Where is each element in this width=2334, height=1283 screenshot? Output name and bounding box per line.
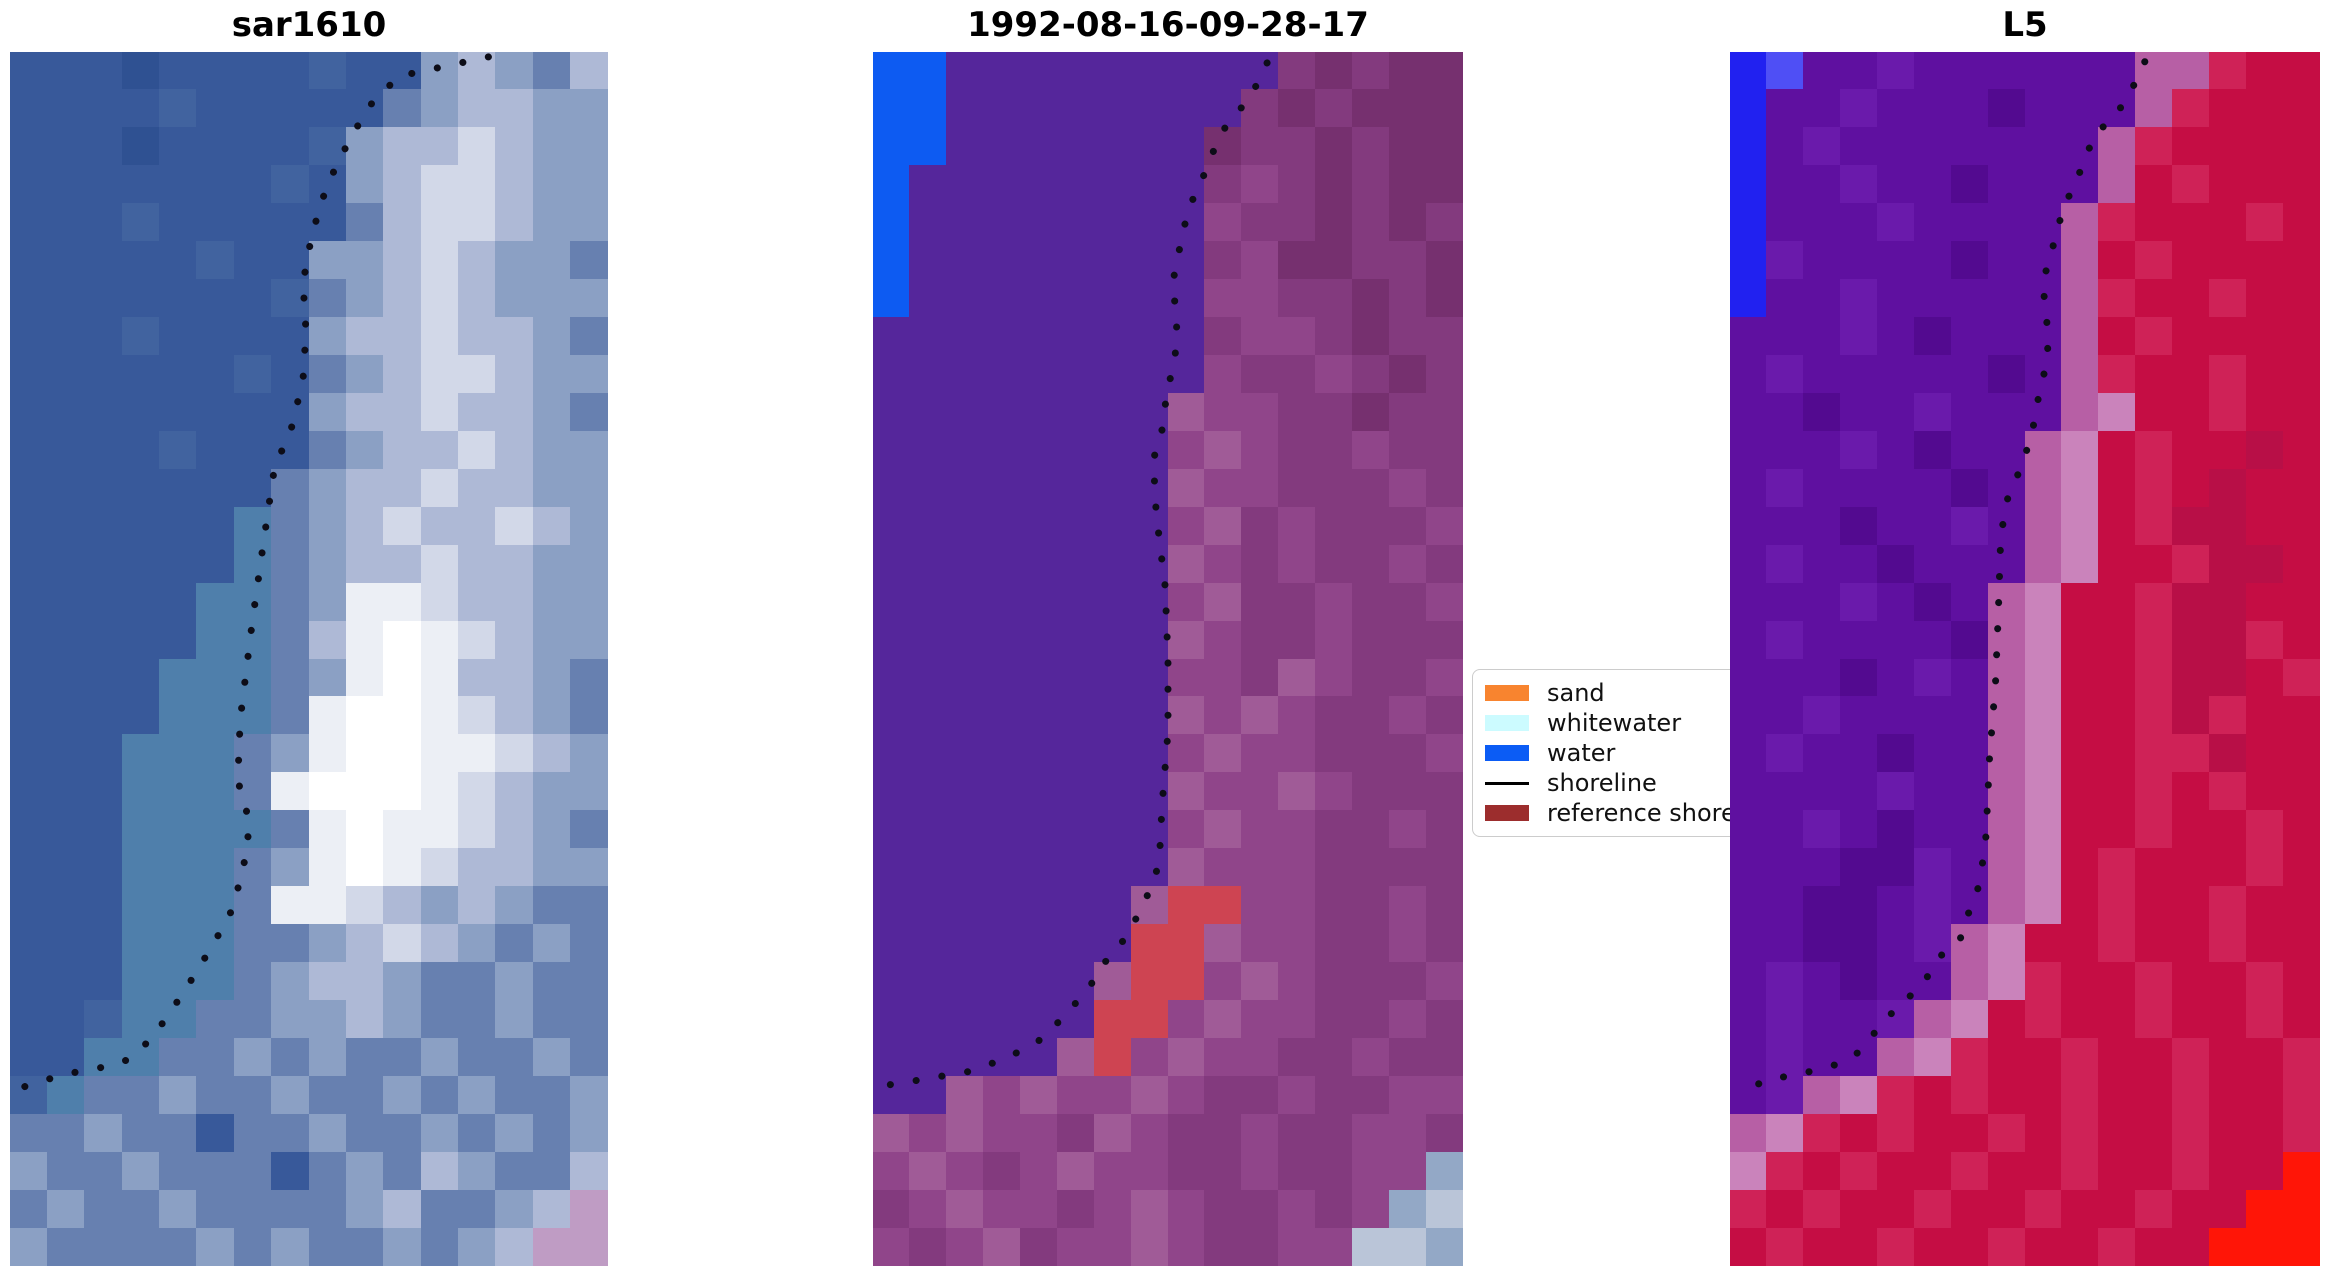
shoreline-overlay — [10, 53, 492, 1094]
legend-swatch-whitewater — [1485, 715, 1529, 731]
legend-item: whitewater — [1485, 708, 1801, 738]
panel-classified: 1992-08-16-09-28-17 — [873, 5, 1463, 1266]
legend-item: water — [1485, 738, 1801, 768]
legend-swatch-water — [1485, 745, 1529, 761]
panel-title-classified: 1992-08-16-09-28-17 — [967, 5, 1369, 45]
shoreline-overlay — [873, 59, 1271, 1090]
legend-swatch-reference-shoreline — [1485, 805, 1529, 821]
panel-title-sar1610: sar1610 — [231, 5, 387, 45]
legend-label: water — [1547, 739, 1616, 767]
sar-image — [10, 52, 608, 1266]
panel-title-l5: L5 — [2002, 5, 2048, 45]
legend-label: sand — [1547, 679, 1605, 707]
legend-label: shoreline — [1547, 769, 1657, 797]
shoreline-overlay — [1736, 58, 2149, 1090]
l5-image — [1730, 52, 2320, 1266]
legend-swatch-sand — [1485, 685, 1529, 701]
classified-image — [873, 52, 1463, 1266]
legend-item: shoreline — [1485, 768, 1801, 798]
legend-swatch-shoreline-line — [1485, 781, 1529, 785]
panel-sar1610: sar1610 — [10, 5, 608, 1266]
legend-label: whitewater — [1547, 709, 1682, 737]
legend-item: sand — [1485, 678, 1801, 708]
panel-l5: L5 — [1730, 5, 2320, 1266]
